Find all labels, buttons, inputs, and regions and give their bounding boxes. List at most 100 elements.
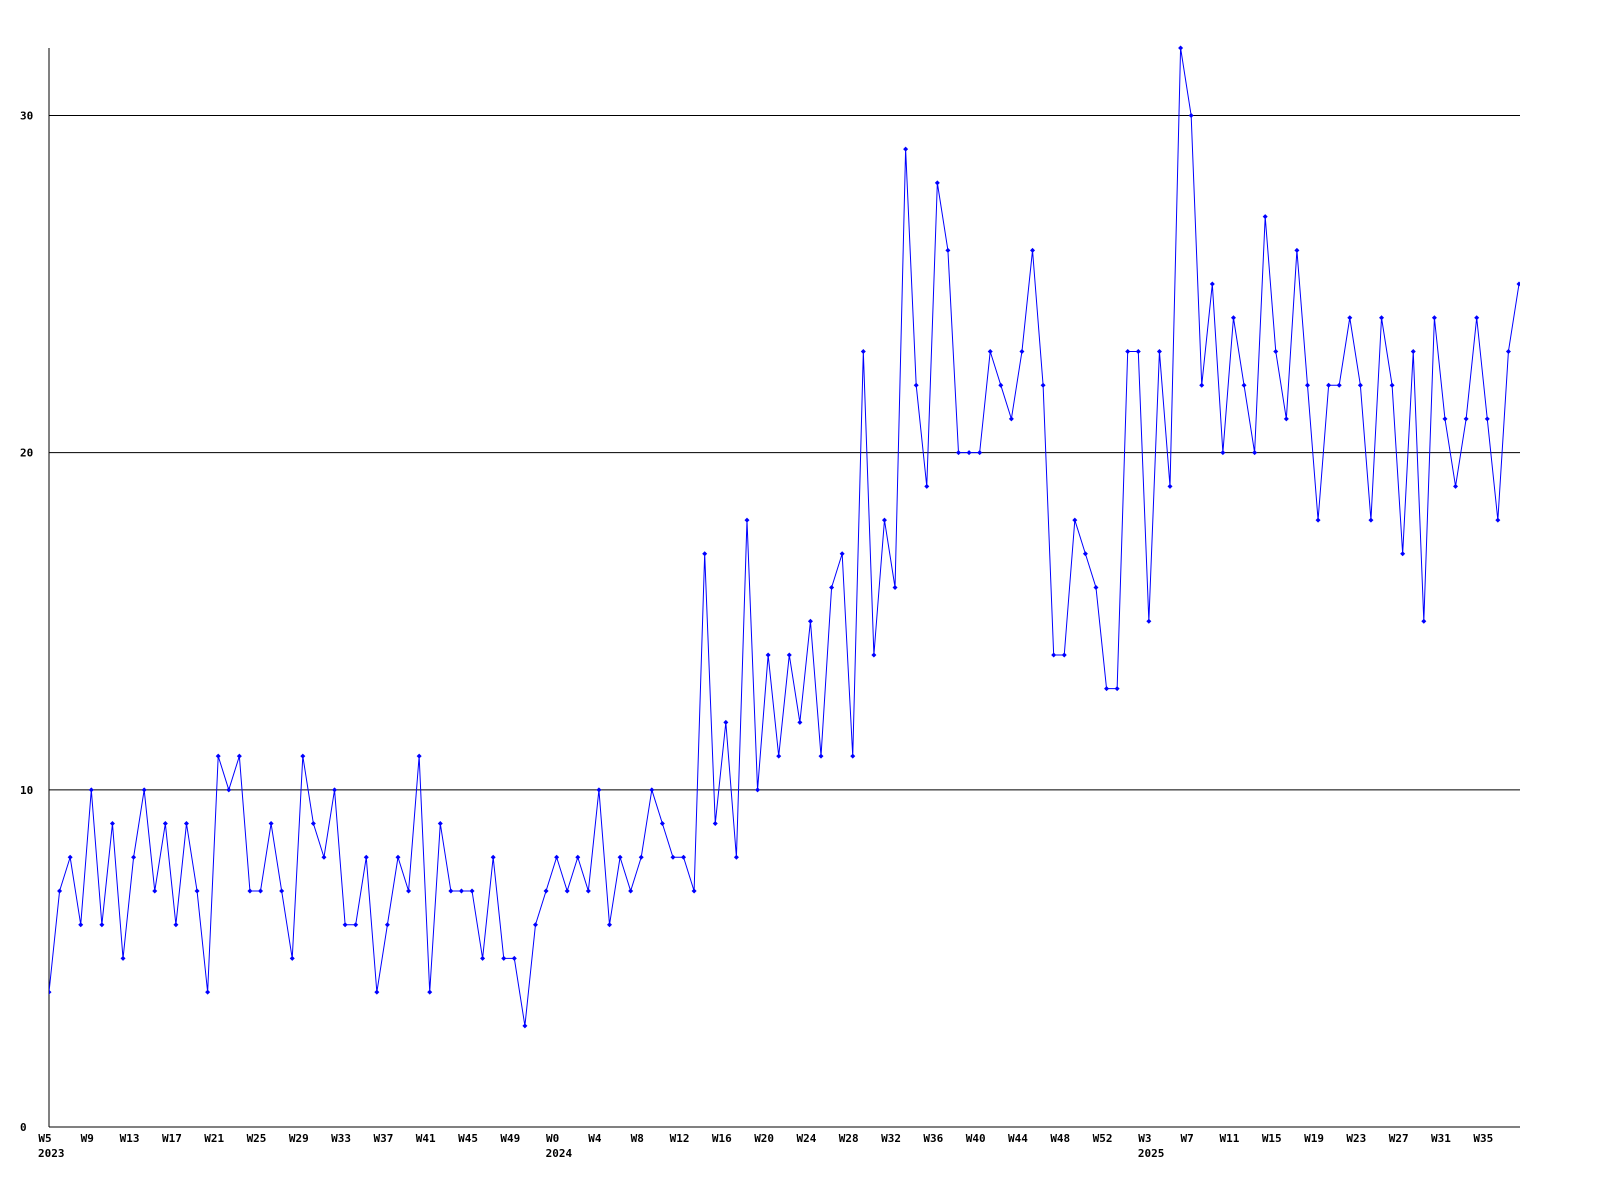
data-point: [681, 854, 687, 860]
data-point: [934, 180, 940, 186]
data-point: [649, 787, 655, 793]
data-point: [1114, 686, 1120, 692]
x-tick-label: W32: [881, 1132, 901, 1145]
x-tick-label: W37: [373, 1132, 393, 1145]
x-tick-label: W28: [839, 1132, 859, 1145]
x-tick-label: W45: [458, 1132, 478, 1145]
data-point: [67, 854, 73, 860]
data-point: [1495, 517, 1501, 523]
data-point: [395, 854, 401, 860]
data-point: [152, 888, 158, 894]
x-tick-label: W0: [546, 1132, 559, 1145]
x-tick-label: W16: [712, 1132, 732, 1145]
data-point: [162, 821, 168, 827]
data-point: [554, 854, 560, 860]
data-point: [279, 888, 285, 894]
x-tick-label: W17: [162, 1132, 182, 1145]
data-point: [427, 989, 433, 995]
data-point: [607, 922, 613, 928]
data-point: [236, 753, 242, 759]
x-tick-label: W19: [1304, 1132, 1324, 1145]
data-point: [955, 450, 961, 456]
data-point: [564, 888, 570, 894]
data-point: [1400, 551, 1406, 557]
data-point: [416, 753, 422, 759]
data-point: [99, 922, 105, 928]
x-tick-label: W9: [81, 1132, 94, 1145]
data-point: [258, 888, 264, 894]
data-point: [173, 922, 179, 928]
data-point: [860, 348, 866, 354]
data-point: [755, 787, 761, 793]
data-point: [247, 888, 253, 894]
data-point: [945, 247, 951, 253]
data-point: [1093, 585, 1099, 590]
data-point: [1061, 652, 1067, 658]
y-tick-label: 0: [20, 1121, 27, 1134]
data-point: [892, 585, 898, 590]
data-point: [839, 551, 845, 557]
data-point: [1474, 315, 1480, 321]
data-point: [1082, 551, 1088, 557]
y-tick-label: 10: [20, 784, 33, 797]
data-point: [448, 888, 454, 894]
plot-area: [49, 45, 1520, 1029]
x-tick-label: W4: [588, 1132, 602, 1145]
data-point: [501, 955, 507, 961]
data-point: [1326, 382, 1332, 388]
data-point: [194, 888, 200, 894]
data-point: [1262, 214, 1268, 220]
data-point: [575, 854, 581, 860]
data-point: [342, 922, 348, 928]
data-point: [881, 517, 887, 523]
data-point: [1051, 652, 1057, 658]
data-point: [1252, 450, 1258, 456]
data-point: [1241, 382, 1247, 388]
x-tick-label: W35: [1473, 1132, 1493, 1145]
data-point: [215, 753, 221, 759]
data-point: [712, 821, 718, 827]
data-point: [1368, 517, 1374, 523]
data-point: [543, 888, 549, 894]
data-point: [1104, 686, 1110, 692]
data-point: [617, 854, 623, 860]
x-tick-label: W27: [1389, 1132, 1409, 1145]
data-point: [1008, 416, 1014, 422]
data-point: [628, 888, 634, 894]
data-point: [1283, 416, 1289, 422]
data-point: [913, 382, 919, 388]
data-point: [363, 854, 369, 860]
x-tick-label: W40: [966, 1132, 986, 1145]
y-tick-label: 20: [20, 447, 33, 460]
data-point: [596, 787, 602, 793]
x-year-label: 2025: [1138, 1147, 1165, 1160]
data-point: [120, 955, 126, 961]
data-point: [490, 854, 496, 860]
data-point: [131, 854, 137, 860]
data-point: [818, 753, 824, 759]
x-tick-label: W15: [1262, 1132, 1282, 1145]
data-point: [406, 888, 412, 894]
data-point: [1273, 348, 1279, 354]
data-point: [670, 854, 676, 860]
x-tick-label: W41: [416, 1132, 436, 1145]
x-tick-label: W36: [923, 1132, 943, 1145]
data-point: [1199, 382, 1205, 388]
data-point: [1030, 247, 1036, 253]
x-year-label: 2024: [546, 1147, 573, 1160]
data-point: [458, 888, 464, 894]
data-point: [183, 821, 189, 827]
x-tick-label: W7: [1181, 1132, 1194, 1145]
data-point: [1146, 618, 1152, 624]
data-point: [1156, 348, 1162, 354]
x-tick-label: W25: [247, 1132, 267, 1145]
data-point: [511, 955, 517, 961]
x-tick-label: W33: [331, 1132, 351, 1145]
x-tick-label: W13: [120, 1132, 140, 1145]
data-point: [226, 787, 232, 793]
data-point: [1135, 348, 1141, 354]
data-point: [480, 955, 486, 961]
data-point: [829, 585, 835, 590]
data-point: [733, 854, 739, 860]
x-tick-label: W23: [1346, 1132, 1366, 1145]
